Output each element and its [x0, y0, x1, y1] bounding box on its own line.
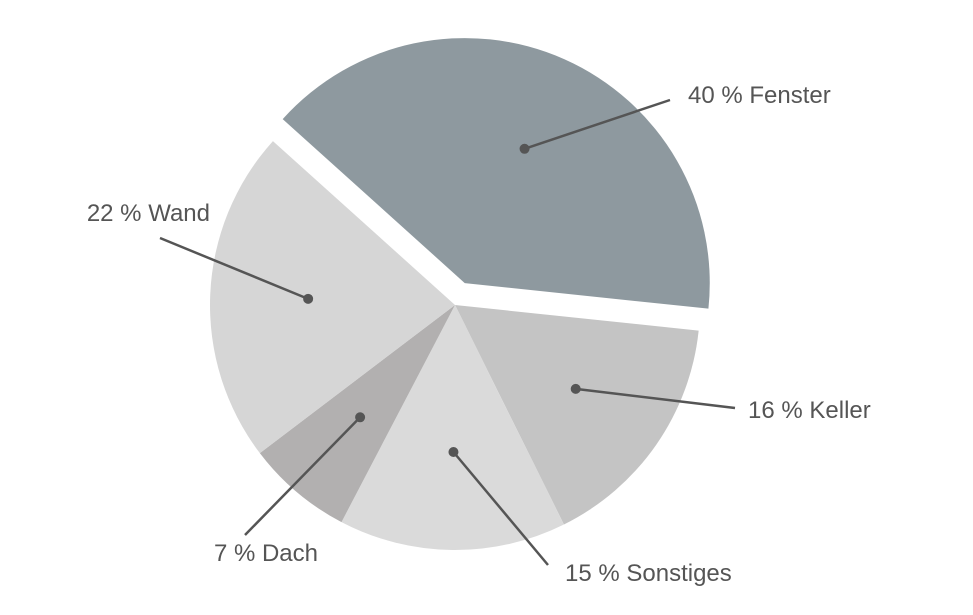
category-label: Wand	[148, 200, 210, 227]
pie-slice	[341, 305, 564, 550]
value-label: 40 %	[688, 82, 743, 109]
pie-slice	[209, 141, 455, 454]
leader-line	[159, 236, 309, 301]
leader-dot	[303, 293, 314, 304]
leader-line	[575, 387, 736, 410]
pie-slice	[455, 305, 699, 525]
value-label: 22 %	[87, 200, 142, 227]
leader-dot	[570, 383, 581, 394]
slice-label: 22 % Wand	[87, 200, 210, 227]
leader-dot	[519, 143, 530, 154]
category-label: Fenster	[749, 82, 830, 109]
value-label: 7 %	[214, 540, 255, 567]
category-label: Dach	[262, 540, 318, 567]
leader-line	[524, 98, 671, 150]
category-label: Keller	[809, 397, 870, 424]
leader-line	[244, 416, 362, 536]
leader-line	[452, 451, 549, 566]
slice-label: 7 % Dach	[214, 540, 318, 567]
pie-slice	[282, 38, 710, 309]
slice-label: 16 % Keller	[748, 397, 871, 424]
category-label: Sonstiges	[626, 560, 731, 587]
leader-dot	[355, 412, 366, 423]
value-label: 15 %	[565, 560, 620, 587]
slice-label: 40 % Fenster	[688, 82, 831, 109]
value-label: 16 %	[748, 397, 803, 424]
leader-dot	[448, 446, 459, 457]
slice-label: 15 % Sonstiges	[565, 560, 732, 587]
